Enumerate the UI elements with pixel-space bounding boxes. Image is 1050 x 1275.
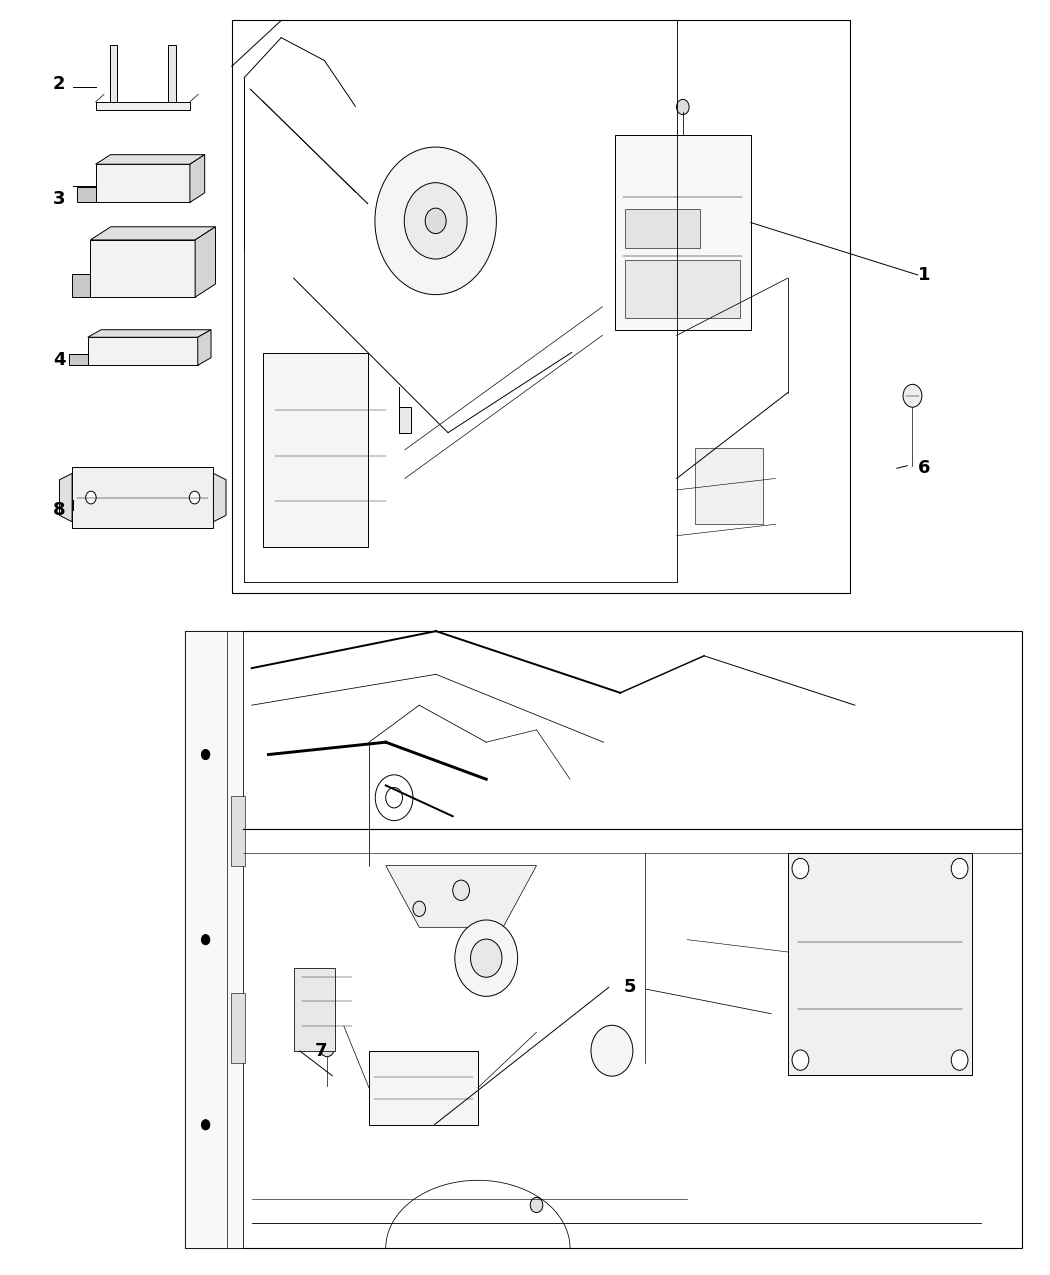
Circle shape [470,940,502,977]
Circle shape [320,1039,334,1057]
Bar [369,1051,478,1125]
Polygon shape [88,330,211,338]
Circle shape [530,1197,543,1213]
Circle shape [676,99,689,115]
Text: 7: 7 [315,1042,327,1060]
Polygon shape [71,274,90,297]
Bar [232,20,849,593]
Circle shape [951,858,968,878]
Polygon shape [72,467,213,528]
Circle shape [189,491,200,504]
Polygon shape [385,866,537,927]
Polygon shape [96,102,190,110]
Polygon shape [77,187,96,203]
Bar [626,209,700,247]
Circle shape [455,921,518,996]
Circle shape [792,1049,809,1070]
Circle shape [404,182,467,259]
Text: 1: 1 [918,266,930,284]
Text: 3: 3 [52,190,65,208]
Polygon shape [96,154,205,164]
Text: 8: 8 [52,501,65,519]
Polygon shape [197,330,211,365]
Polygon shape [190,154,205,203]
Polygon shape [69,354,88,365]
Circle shape [202,1119,210,1130]
Text: 4: 4 [52,351,65,370]
Bar [788,853,972,1075]
Circle shape [202,750,210,760]
Circle shape [375,147,497,295]
Polygon shape [90,227,215,240]
Polygon shape [168,45,175,102]
Polygon shape [96,164,190,203]
Circle shape [591,1025,633,1076]
Polygon shape [60,473,72,521]
Circle shape [202,935,210,945]
Circle shape [453,880,469,900]
Text: 5: 5 [624,978,636,996]
Bar [185,631,1023,1248]
Circle shape [951,1049,968,1070]
Bar [615,135,751,330]
Circle shape [792,858,809,878]
Bar [626,260,740,317]
Circle shape [903,384,922,407]
Polygon shape [195,227,215,297]
Bar [231,796,246,866]
Circle shape [413,901,425,917]
Polygon shape [213,473,226,521]
Polygon shape [110,45,118,102]
Bar [294,968,335,1051]
Bar [695,448,763,524]
Circle shape [86,491,97,504]
Text: 6: 6 [918,459,930,477]
Polygon shape [90,240,195,297]
Polygon shape [88,338,197,365]
Polygon shape [185,631,244,1248]
Text: 2: 2 [52,75,65,93]
Bar [399,407,412,432]
Bar [262,352,368,547]
Bar [231,993,246,1063]
Circle shape [425,208,446,233]
